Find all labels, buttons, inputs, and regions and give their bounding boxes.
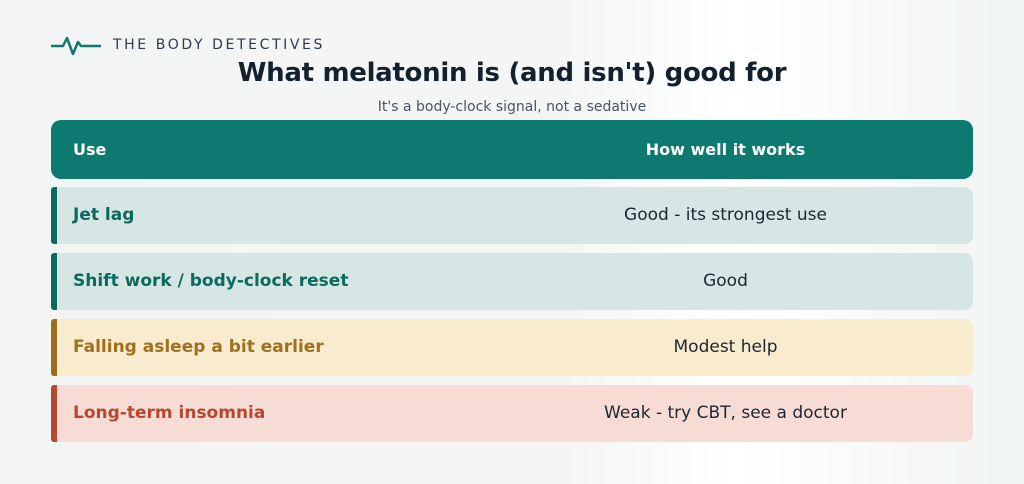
row-use: Jet lag [73, 205, 135, 225]
row-effect: Good - its strongest use [624, 205, 827, 225]
row-effect: Good [703, 271, 748, 291]
table-header: Use How well it works [51, 120, 973, 179]
row-effect: Modest help [673, 337, 778, 357]
heartbeat-pulse-icon [51, 34, 101, 56]
row-effect: Weak - try CBT, see a doctor [604, 403, 847, 423]
row-use: Long-term insomnia [73, 403, 266, 423]
table-row: Long-term insomnia Weak - try CBT, see a… [51, 385, 973, 442]
row-accent-bar [51, 319, 57, 376]
column-header-use: Use [73, 140, 107, 159]
row-use: Falling asleep a bit earlier [73, 337, 324, 357]
table-row: Jet lag Good - its strongest use [51, 187, 973, 244]
brand-name: THE BODY DETECTIVES [113, 37, 325, 53]
page-subtitle: It's a body-clock signal, not a sedative [377, 99, 647, 115]
row-accent-bar [51, 385, 57, 442]
table-row: Falling asleep a bit earlier Modest help [51, 319, 973, 376]
brand-logo: THE BODY DETECTIVES [51, 34, 325, 56]
page-title: What melatonin is (and isn't) good for [237, 58, 787, 88]
row-use: Shift work / body-clock reset [73, 271, 349, 291]
row-accent-bar [51, 187, 57, 244]
row-accent-bar [51, 253, 57, 310]
table-row: Shift work / body-clock reset Good [51, 253, 973, 310]
column-header-effect: How well it works [645, 140, 806, 159]
